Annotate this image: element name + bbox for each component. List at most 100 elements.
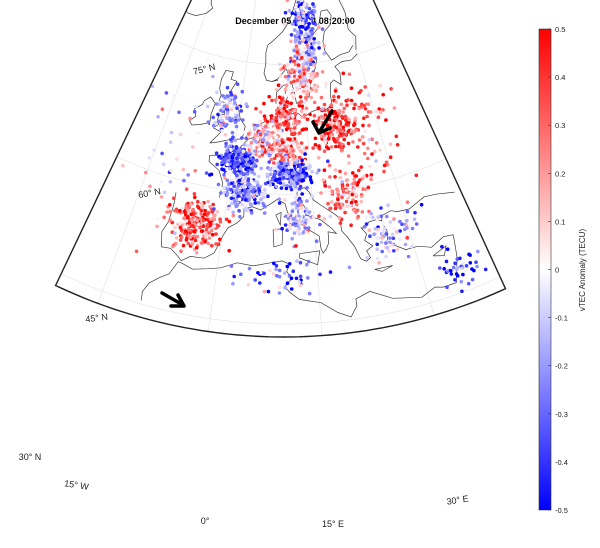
- data-point: [342, 206, 346, 210]
- data-point: [318, 121, 322, 125]
- data-point: [273, 191, 278, 195]
- data-point: [150, 84, 155, 89]
- data-point: [188, 234, 192, 238]
- data-point: [297, 196, 302, 201]
- data-point: [419, 202, 424, 207]
- data-point: [366, 156, 370, 161]
- data-point: [257, 147, 262, 151]
- data-point: [208, 173, 212, 177]
- data-point: [282, 22, 287, 27]
- data-point: [246, 169, 250, 173]
- data-point: [227, 206, 232, 211]
- data-point: [359, 165, 364, 169]
- data-point: [277, 142, 281, 146]
- data-point: [295, 30, 300, 34]
- data-point: [184, 187, 189, 191]
- data-point: [196, 222, 201, 227]
- data-point: [148, 184, 152, 189]
- data-point: [329, 145, 334, 149]
- data-point: [184, 219, 189, 223]
- data-point: [275, 235, 279, 240]
- data-point: [258, 126, 262, 130]
- data-point: [367, 123, 371, 128]
- data-point: [277, 201, 282, 205]
- data-point: [237, 197, 242, 202]
- data-point: [395, 143, 400, 147]
- data-point: [300, 55, 304, 60]
- data-point: [398, 237, 402, 242]
- data-point: [204, 233, 208, 237]
- data-point: [247, 150, 251, 155]
- data-point: [262, 204, 266, 208]
- data-point: [407, 222, 412, 226]
- data-point: [444, 259, 449, 264]
- data-point: [320, 27, 325, 31]
- data-point: [300, 128, 305, 132]
- data-point: [307, 52, 311, 57]
- data-point: [336, 197, 340, 202]
- data-point: [445, 285, 449, 290]
- data-point: [276, 83, 281, 87]
- data-point: [200, 205, 204, 209]
- data-point: [298, 95, 303, 99]
- data-point: [328, 133, 333, 138]
- data-point: [180, 206, 185, 211]
- data-point: [247, 266, 252, 271]
- data-point: [366, 102, 371, 107]
- data-point: [279, 103, 284, 108]
- data-point: [326, 146, 331, 151]
- colorbar-tick-label: -0.2: [555, 362, 568, 371]
- data-point: [196, 200, 200, 204]
- data-point: [298, 0, 303, 1]
- data-point: [211, 115, 215, 120]
- data-point: [283, 10, 288, 15]
- map-frame: [54, 0, 507, 338]
- data-point: [329, 103, 334, 107]
- data-point: [245, 157, 249, 161]
- data-point: [235, 156, 239, 160]
- data-point: [225, 104, 229, 109]
- data-point: [300, 104, 305, 109]
- data-point: [227, 248, 231, 253]
- data-point: [310, 16, 314, 21]
- data-point: [233, 120, 238, 124]
- data-point: [269, 114, 274, 118]
- data-point: [314, 32, 318, 36]
- data-point: [320, 70, 325, 74]
- data-point: [470, 277, 475, 282]
- data-point: [329, 200, 334, 204]
- data-point: [340, 133, 344, 138]
- data-point: [243, 175, 248, 180]
- data-point: [319, 114, 324, 119]
- data-point: [357, 138, 362, 142]
- data-point: [134, 249, 139, 254]
- data-point: [263, 124, 268, 129]
- data-point: [270, 147, 274, 152]
- data-point: [375, 242, 380, 247]
- data-point: [295, 144, 300, 148]
- data-point: [262, 138, 266, 142]
- data-point: [287, 223, 292, 228]
- data-point: [188, 202, 193, 207]
- data-point: [233, 95, 238, 100]
- coastline: [263, 9, 354, 104]
- data-point: [304, 171, 309, 176]
- data-point: [236, 194, 240, 199]
- data-point: [291, 153, 295, 158]
- data-points: [121, 0, 488, 296]
- data-point: [303, 226, 308, 230]
- data-point: [164, 91, 169, 95]
- data-point: [288, 158, 293, 162]
- data-point: [304, 127, 309, 131]
- data-point: [384, 232, 389, 236]
- data-point: [266, 130, 270, 134]
- data-point: [241, 164, 246, 168]
- data-point: [346, 154, 351, 158]
- lat-label-45: 45° N: [85, 312, 109, 325]
- data-point: [253, 134, 258, 139]
- data-point: [297, 101, 301, 105]
- data-point: [292, 48, 297, 53]
- data-point: [250, 179, 254, 184]
- data-point: [161, 162, 166, 167]
